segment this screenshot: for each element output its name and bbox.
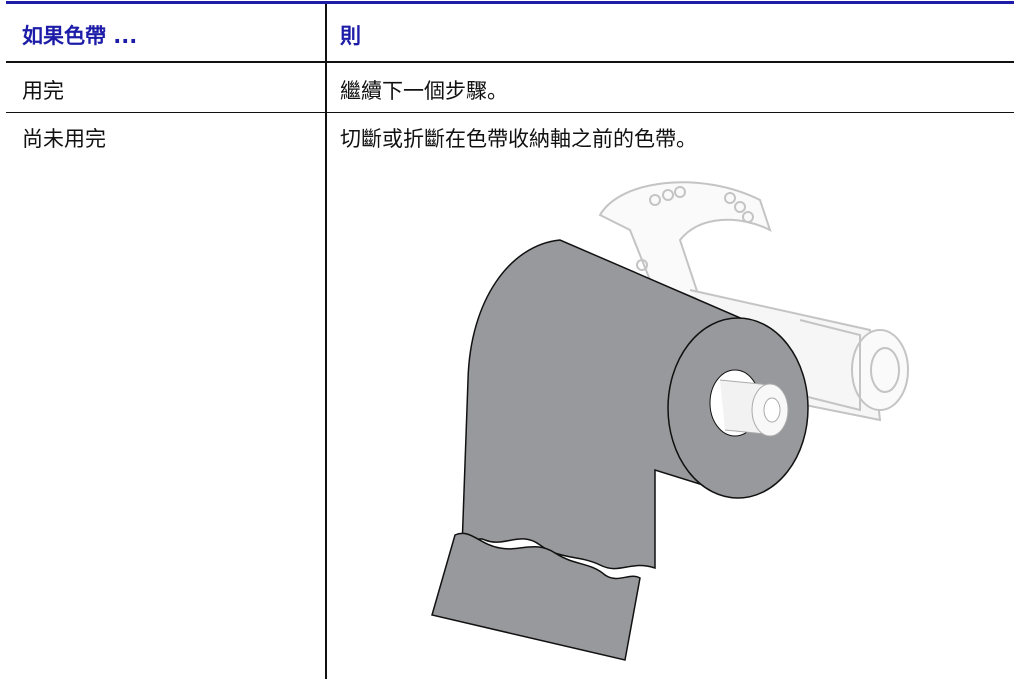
header-cell: 如果色帶 ... (22, 24, 138, 48)
table-cell: 切斷或折斷在色帶收納軸之前的色帶。 (340, 127, 697, 151)
header-cell: 則 (340, 24, 361, 48)
table-cell: 繼續下一個步驟。 (340, 79, 508, 103)
column-divider (325, 4, 327, 679)
header-rule (6, 61, 1014, 63)
table-cell: 用完 (22, 79, 64, 103)
table-cell: 尚未用完 (22, 127, 106, 151)
row-rule (6, 112, 1014, 113)
top-rule (6, 1, 1014, 4)
